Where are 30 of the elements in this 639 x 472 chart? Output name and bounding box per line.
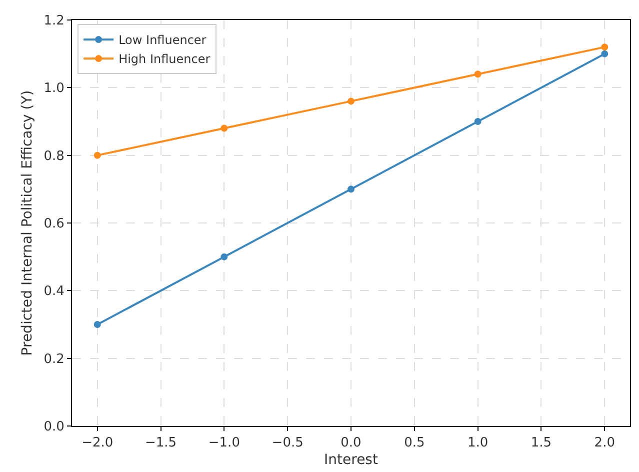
point	[348, 98, 354, 105]
x-tick-label: −1.5	[144, 436, 177, 451]
x-tick-label: −2.0	[82, 436, 114, 451]
y-tick-label: 1.0	[44, 81, 64, 96]
x-tick-label: 1.5	[530, 436, 552, 451]
y-tick-label: 0.8	[44, 148, 64, 164]
y-axis-title: Predicted Internal Political Efficacy (Y)	[19, 90, 36, 356]
x-tick-label: −0.5	[272, 436, 304, 451]
point	[94, 321, 101, 328]
y-tick-label: 0.0	[44, 420, 64, 435]
y-tick-label: 1.2	[44, 14, 64, 29]
x-tick-label: 0.0	[340, 436, 362, 451]
x-tick-label: 2.0	[594, 436, 615, 451]
x-tick-label: 1.0	[467, 436, 488, 451]
point	[474, 118, 482, 125]
y-tick-label: 0.6	[44, 216, 64, 232]
legend-label: High Influencer	[118, 52, 210, 66]
point	[474, 70, 482, 78]
x-axis-title: Interest	[324, 452, 378, 468]
point	[220, 124, 228, 132]
point	[94, 152, 101, 159]
point	[220, 253, 228, 260]
point	[601, 44, 608, 51]
y-tick-label: 0.2	[44, 352, 64, 367]
legend-label: Low Influencer	[118, 33, 206, 48]
x-tick-label: 0.5	[404, 436, 425, 451]
point	[601, 50, 608, 58]
x-tick-label: −1.0	[208, 436, 240, 451]
point	[348, 186, 354, 193]
y-tick-label: 0.4	[44, 284, 64, 300]
